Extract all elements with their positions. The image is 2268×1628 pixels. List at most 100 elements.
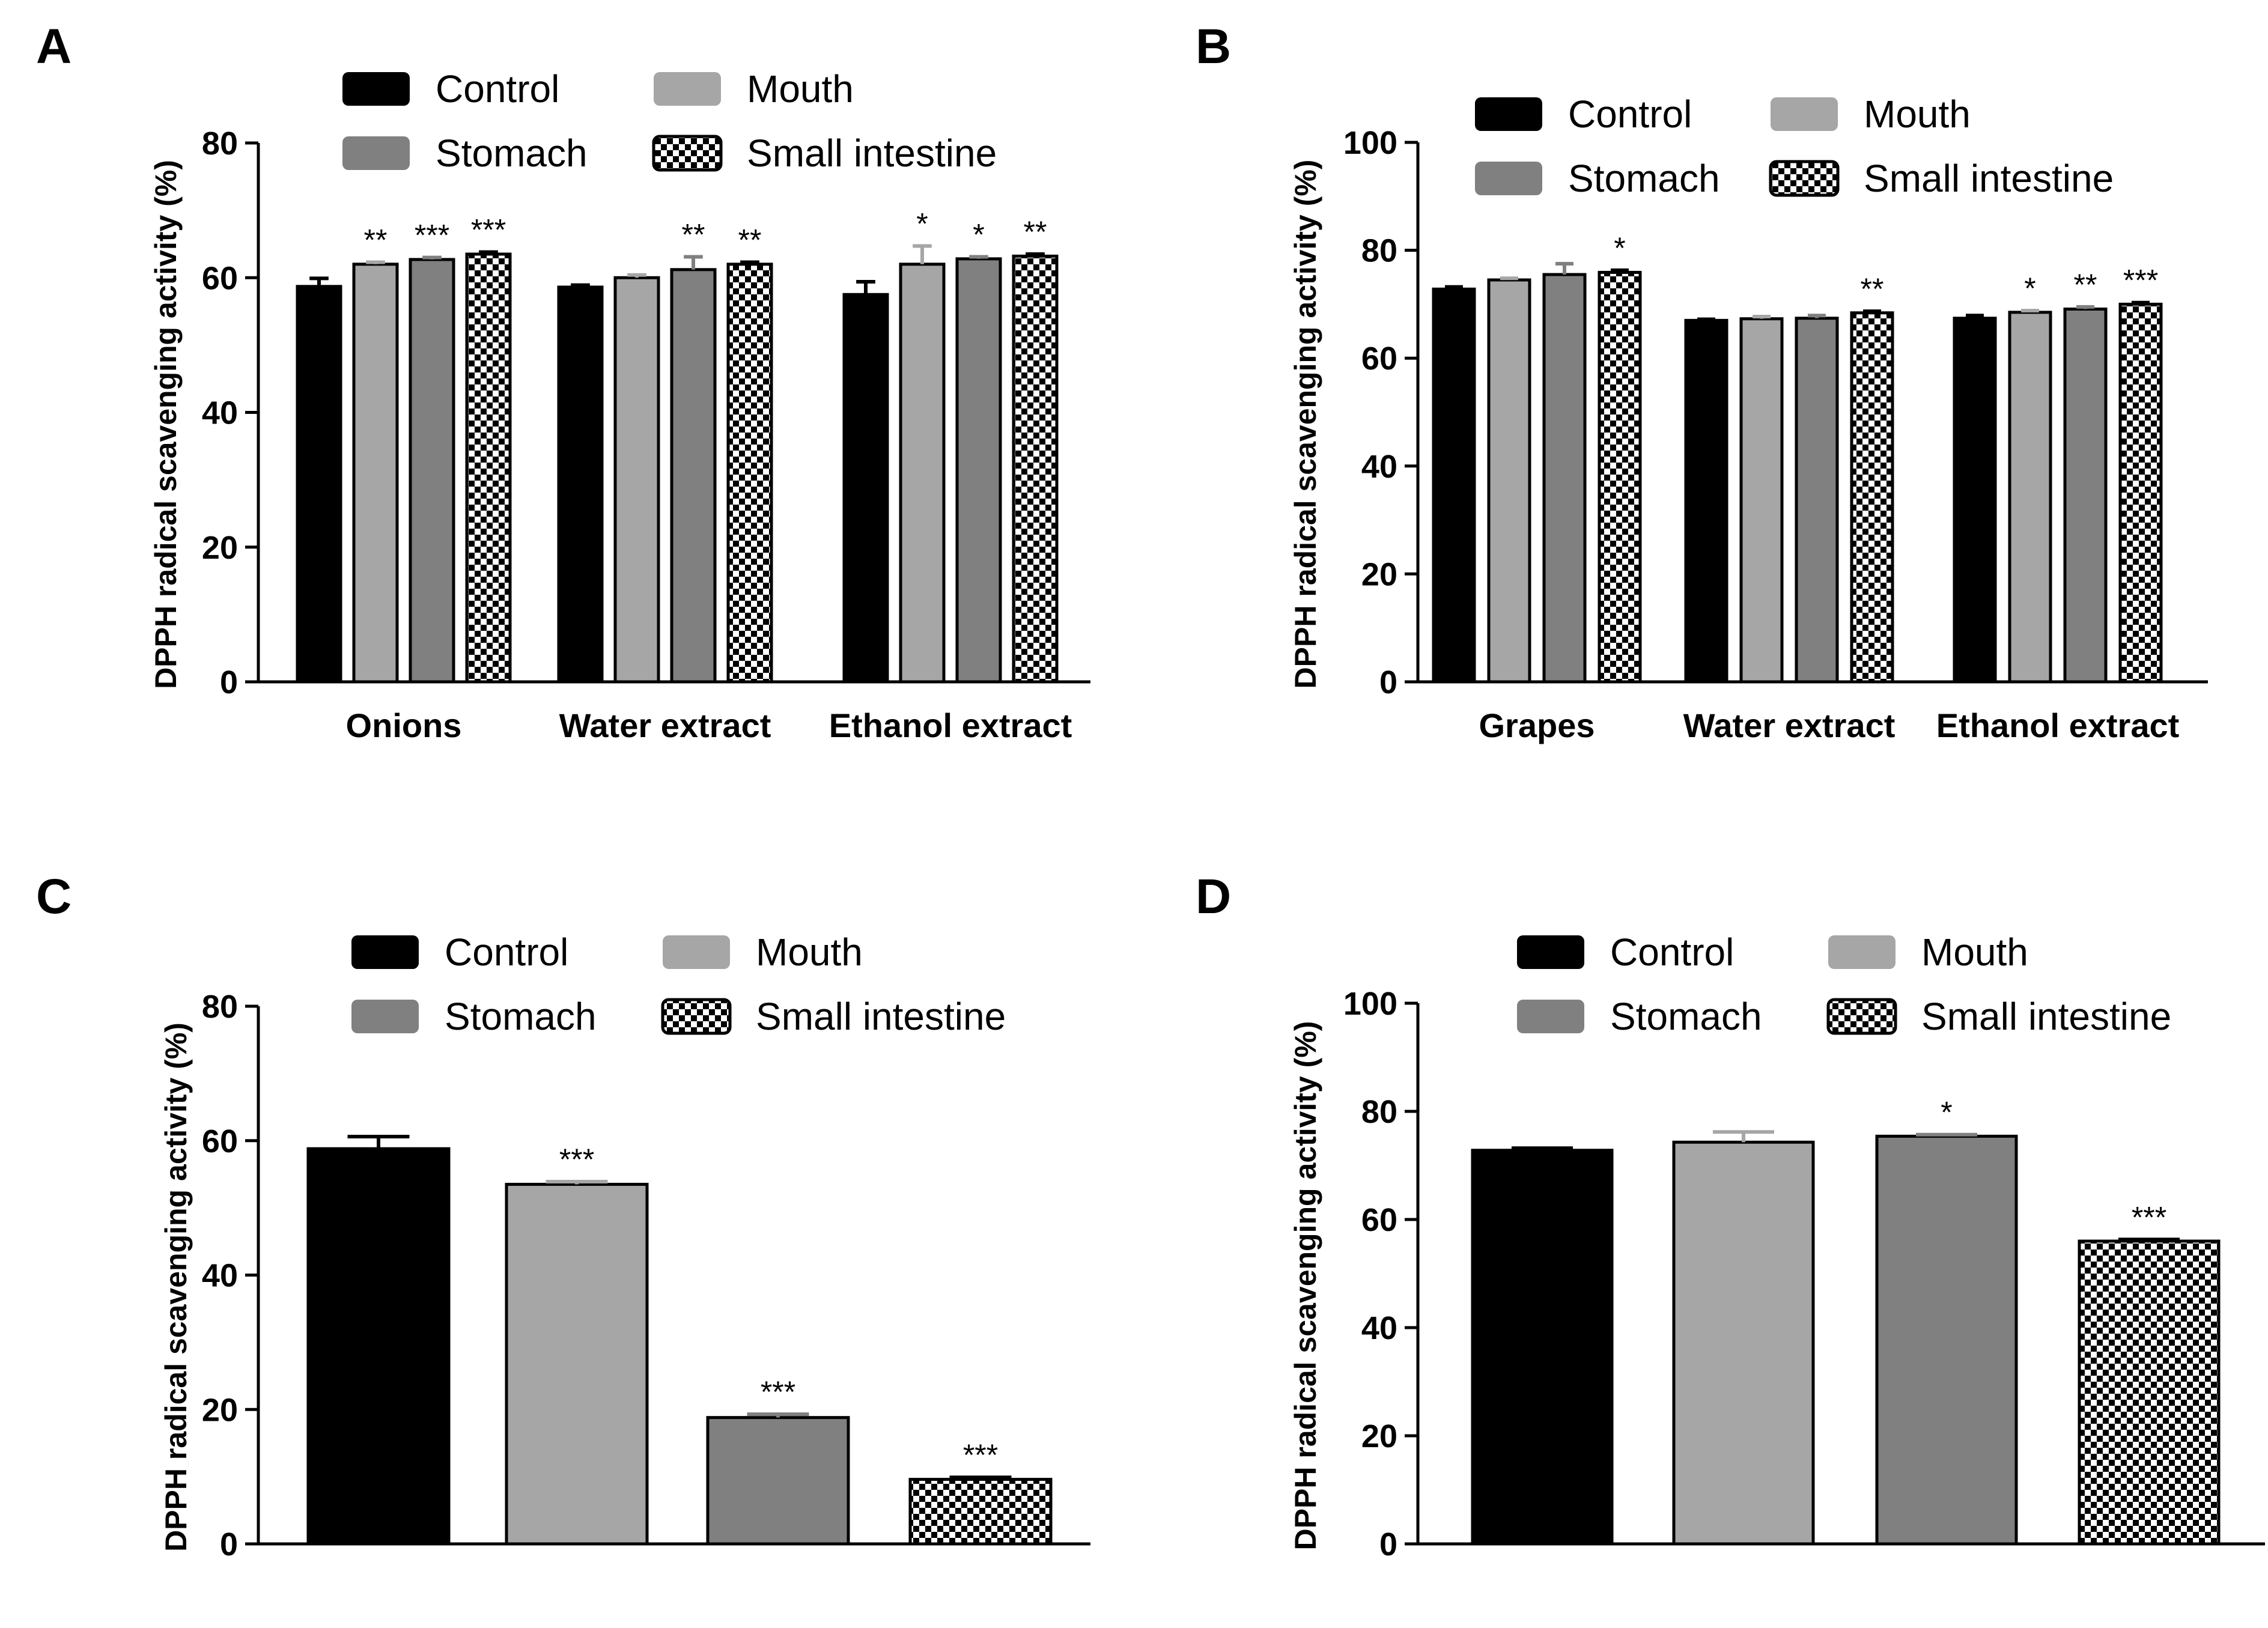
y-tick-label: 0	[220, 664, 238, 700]
bar	[557, 285, 604, 684]
significance-label: ***	[559, 1143, 594, 1176]
y-tick-label: 40	[202, 1258, 238, 1294]
significance-label: *	[1941, 1096, 1952, 1129]
legend-swatch	[351, 1000, 419, 1033]
y-tick-label: 60	[1361, 341, 1397, 377]
bar	[1684, 318, 1728, 684]
y-tick-label: 40	[1361, 449, 1397, 485]
significance-label: ***	[471, 213, 506, 247]
legend-label: Stomach	[1610, 995, 1762, 1038]
y-tick-label: 0	[220, 1526, 238, 1563]
significance-label: *	[973, 217, 984, 251]
significance-label: *	[1614, 231, 1625, 265]
legend-swatch	[1475, 97, 1542, 131]
bar	[2078, 1239, 2221, 1546]
y-tick-label: 20	[1361, 556, 1397, 592]
bar	[505, 1182, 649, 1546]
panel-label: D	[1196, 869, 1231, 924]
y-tick-label: 0	[1379, 664, 1397, 700]
y-tick-label: 100	[1343, 986, 1397, 1022]
legend-swatch	[663, 935, 730, 969]
bar	[1850, 311, 1894, 684]
bar	[1487, 278, 1531, 684]
legend-label: Small intestine	[1921, 995, 2171, 1038]
legend-label: Control	[436, 67, 559, 111]
bar	[1739, 317, 1784, 684]
bar	[1598, 270, 1642, 684]
significance-label: ***	[415, 219, 449, 252]
bar	[1875, 1134, 2018, 1546]
legend-swatch	[1517, 1000, 1584, 1033]
panel-c: C 0 20 40 60 80 DPPH radical scavenging activi…	[36, 869, 1090, 1563]
bar	[352, 263, 399, 684]
legend-swatch	[652, 135, 723, 172]
significance-label: ***	[2132, 1200, 2166, 1234]
legend-label: Control	[445, 931, 568, 974]
significance-label: **	[738, 223, 762, 257]
legend-label: Stomach	[436, 132, 588, 175]
significance-label: **	[1024, 215, 1047, 249]
bar	[955, 257, 1002, 684]
legend-swatch	[1475, 162, 1542, 195]
bar	[899, 263, 946, 684]
legend-swatch	[351, 935, 419, 969]
y-tick-label: 100	[1343, 125, 1397, 161]
y-tick-label: 80	[202, 989, 238, 1025]
y-tick-label: 20	[1361, 1418, 1397, 1454]
significance-label: ***	[2123, 264, 2158, 297]
legend-label: Mouth	[1921, 931, 2028, 974]
y-tick-label: 60	[202, 260, 238, 296]
bar	[465, 252, 512, 684]
legend-swatch	[1769, 160, 1840, 197]
significance-label: *	[916, 207, 928, 241]
x-category-label: Ethanol extract	[1936, 706, 2180, 744]
legend-label: Control	[1568, 93, 1692, 136]
x-category-label: Water extract	[1683, 706, 1896, 744]
y-tick-label: 40	[1361, 1310, 1397, 1346]
panel-label: A	[36, 19, 71, 74]
bar	[670, 268, 717, 684]
legend-label: Small intestine	[747, 132, 997, 175]
bar	[2008, 311, 2052, 684]
y-axis-title: DPPH radical scavenging activity (%)	[1289, 1021, 1322, 1551]
y-tick-label: 20	[202, 530, 238, 566]
bar	[2063, 307, 2108, 684]
y-tick-label: 80	[1361, 233, 1397, 269]
y-tick-label: 60	[1361, 1202, 1397, 1238]
legend-label: Small intestine	[756, 995, 1006, 1038]
bar	[726, 263, 773, 684]
legend: Control Mouth Stomach Small intestine	[1517, 931, 2171, 1038]
legend-swatch	[654, 72, 721, 106]
bar	[1432, 287, 1476, 684]
y-tick-label: 80	[1361, 1094, 1397, 1130]
y-tick-label: 60	[202, 1123, 238, 1159]
legend-label: Mouth	[747, 67, 854, 111]
legend-swatch	[1828, 935, 1896, 969]
panel-label: C	[36, 869, 71, 924]
y-axis-title: DPPH radical scavenging activity (%)	[159, 1022, 193, 1552]
legend: Control Mouth Stomach Small intestine	[342, 67, 997, 175]
legend-swatch	[1826, 998, 1897, 1035]
panel-d: D 0 20 40 60 80 100 DPPH radical scavenging act…	[1196, 869, 2265, 1563]
x-category-label: Water extract	[559, 706, 771, 744]
significance-label: ***	[761, 1375, 795, 1409]
significance-label: **	[2074, 268, 2097, 302]
legend-label: Mouth	[756, 931, 863, 974]
legend-swatch	[1771, 97, 1838, 131]
bar	[409, 258, 455, 684]
legend-label: Stomach	[445, 995, 597, 1038]
significance-label: *	[2024, 272, 2035, 305]
legend-label: Control	[1610, 931, 1734, 974]
significance-label: **	[682, 217, 705, 251]
legend-label: Small intestine	[1864, 157, 2114, 200]
y-tick-label: 80	[202, 126, 238, 162]
legend-swatch	[342, 136, 410, 170]
panel-label: B	[1196, 19, 1231, 74]
bar	[908, 1478, 1053, 1546]
bar	[2118, 302, 2163, 684]
legend-label: Mouth	[1864, 93, 1971, 136]
significance-label: ***	[963, 1438, 998, 1472]
panel-b: B 0 20 40 60 80 100 DPPH radical scavenging act…	[1196, 19, 2208, 744]
bar	[613, 276, 660, 684]
legend: Control Mouth Stomach Small intestine	[351, 931, 1006, 1038]
